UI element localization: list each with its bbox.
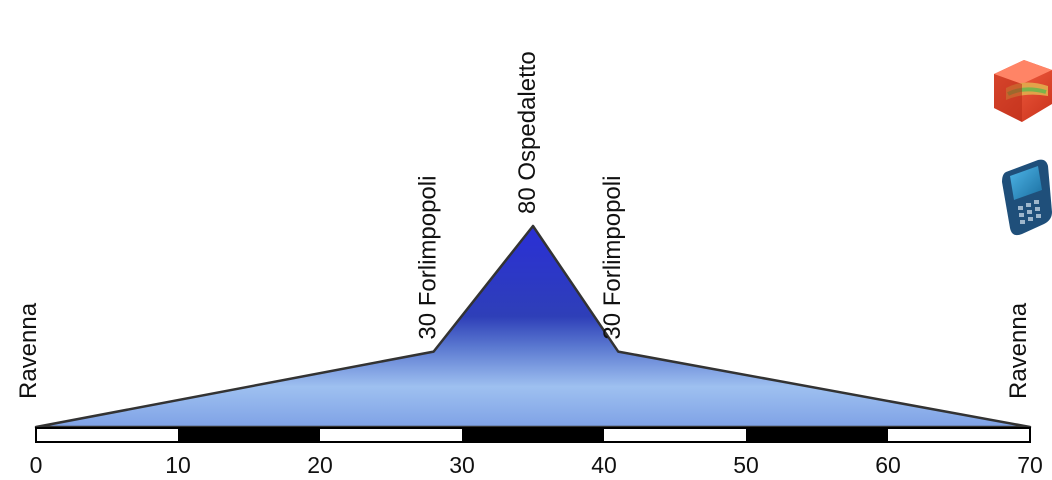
scale-bar-segment [462,428,604,442]
distance-tick-label: 60 [875,452,901,478]
waypoint-label: 80 Ospedaletto [514,51,541,214]
waypoint-label: Ravenna [15,302,42,399]
distance-tick-label: 10 [165,452,191,478]
mobile-phone-icon [1002,159,1052,236]
distance-tick-label: 0 [30,452,43,478]
scale-bar-segment [178,428,320,442]
scale-bar-segment [746,428,888,442]
elevation-profile-area [34,224,1032,429]
waypoint-label: Ravenna [1005,302,1032,399]
distance-scale-bar [35,427,1031,443]
food-box-icon [994,60,1052,122]
distance-tick-label: 40 [591,452,617,478]
waypoint-label: 30 Forlimpopoli [415,176,442,340]
scale-bar-segment [888,428,1030,442]
scale-bar-frame [35,427,1031,443]
waypoint-label: 30 Forlimpopoli [599,176,626,340]
distance-tick-label: 20 [307,452,333,478]
scale-bar-segment [604,428,746,442]
distance-tick-label: 30 [449,452,475,478]
distance-tick-label: 70 [1017,452,1043,478]
distance-tick-label: 50 [733,452,759,478]
distance-tick-labels: 0 10 20 30 40 50 60 70 [30,452,1043,478]
scale-bar-segment [320,428,462,442]
waypoint-labels: Ravenna 30 Forlimpopoli 80 Ospedaletto 30 F… [15,51,1032,399]
scale-bar-segment [36,428,178,442]
